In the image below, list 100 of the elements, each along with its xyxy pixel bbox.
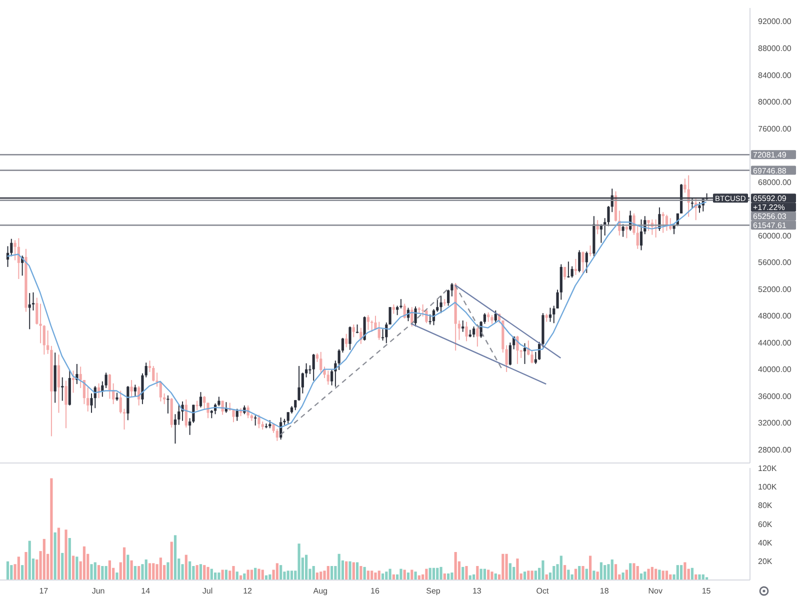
bar [585,568,588,580]
candlestick [86,386,90,412]
bar [159,558,162,580]
bar [462,566,464,580]
candlestick [64,380,68,429]
bar [276,563,278,580]
bar [82,546,86,580]
bar [698,574,701,580]
bar [316,572,319,580]
candlestick [32,292,35,311]
candlestick [312,353,315,382]
bar [196,565,198,580]
bar [490,572,494,580]
bar [654,568,658,580]
candlestick [366,314,370,330]
bar [122,547,126,580]
bar [305,554,308,580]
candlestick [61,376,64,402]
candlestick [345,333,348,348]
ref-line-label: 61547.61 [753,221,787,230]
candlestick [363,316,366,342]
x-tick-label: 14 [141,586,151,596]
x-tick-label: 17 [39,586,49,596]
bar [199,564,202,580]
bar [236,572,238,580]
bar [28,540,31,580]
bar [450,572,454,580]
candlestick [436,299,439,312]
bar [406,572,410,580]
bar [425,568,428,580]
candlestick [640,218,643,251]
bar [516,558,519,580]
bar [174,535,177,580]
y-tick-label: 80K [758,501,773,510]
candlestick [494,310,497,323]
bar [600,562,603,580]
bar [614,564,618,580]
candlestick [184,398,188,428]
bar [184,554,188,580]
candlestick [163,392,166,405]
bar [17,556,20,580]
bar [588,556,592,580]
y-tick-label: 84000.00 [758,70,792,80]
bar [502,554,504,580]
bar [148,563,152,580]
y-tick-label: 80000.00 [758,98,792,107]
bar [483,568,486,580]
bar [57,528,60,580]
bar [345,561,348,580]
candlestick [588,245,592,257]
bar [527,570,530,580]
candlestick [622,224,624,238]
bar [440,566,442,580]
bar [104,566,108,580]
bar [378,570,380,580]
bar [90,564,93,580]
bar [108,560,112,580]
bar [312,566,315,580]
x-tick-label: Jun [92,586,105,596]
bar [454,552,457,580]
x-tick-label: Sep [426,586,441,596]
bar [94,562,96,580]
y-tick-label: 48000.00 [758,312,792,321]
bar [684,562,686,580]
candlestick [578,250,581,273]
y-tick-label: 88000.00 [758,44,792,53]
bar [134,566,136,580]
bar [170,542,173,580]
bar [206,566,210,580]
ref-line-label: 72081.49 [753,150,787,160]
bar [530,570,534,580]
candlestick [564,266,566,280]
bar [250,570,253,580]
bar [523,572,526,580]
bar [221,570,224,580]
bar [560,556,562,580]
bar [505,554,508,580]
bar [542,560,544,580]
ref-line-label: 69746.88 [753,166,787,176]
bar [622,572,624,580]
candlestick [574,258,578,276]
y-tick-label: 56000.00 [758,258,792,268]
bar [61,552,64,580]
candlestick [516,335,519,364]
y-tick-label: 92000.00 [758,17,792,26]
bar [116,572,118,580]
y-tick-label: 60000.00 [758,231,792,240]
bar [476,566,479,580]
bar [680,565,683,580]
candlestick [414,306,417,327]
bar [224,570,228,580]
bar [68,538,71,580]
y-tick-label: 40K [758,538,773,548]
y-tick-label: 52000.00 [758,284,792,294]
ref-line-label: 65592.09 [753,194,787,204]
bar [366,570,370,580]
bar [21,565,24,580]
bar [6,561,10,580]
candlestick [567,261,570,278]
bar [97,565,100,580]
